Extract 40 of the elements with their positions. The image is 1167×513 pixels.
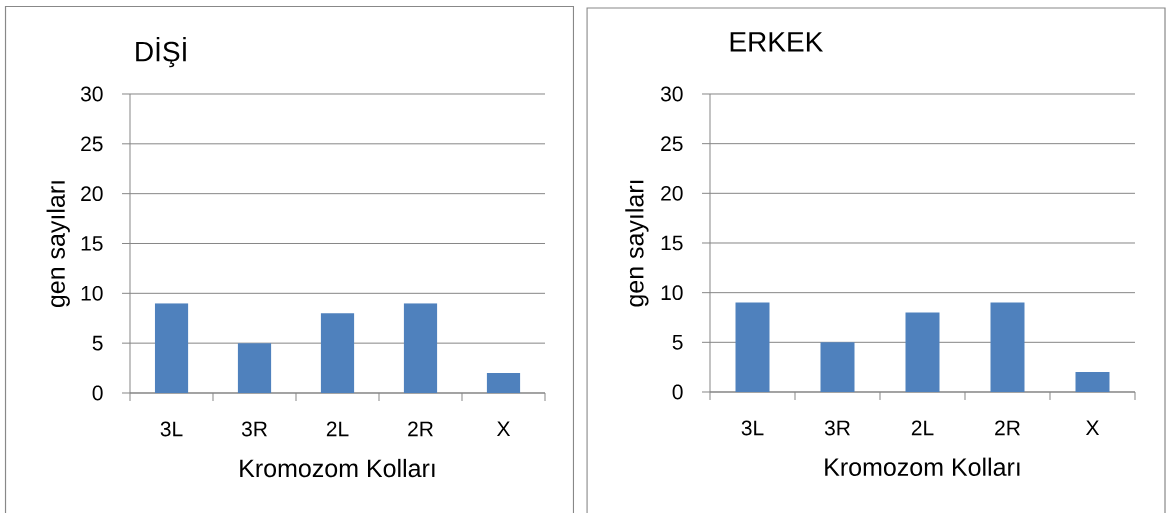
x-tick-label: 3R	[241, 421, 267, 437]
y-tick-label: 15	[81, 236, 103, 251]
bar	[403, 303, 438, 393]
x-tick-label: 2R	[995, 420, 1020, 436]
x-tick-label: X	[496, 421, 511, 436]
x-tick-label: 2L	[326, 421, 349, 437]
chart-title: DİŞİ	[136, 37, 186, 68]
bar	[1075, 372, 1110, 392]
y-tick-label: 25	[661, 136, 683, 152]
chart-title: ERKEK	[730, 32, 824, 52]
y-axis-title: gen sayıları	[46, 181, 70, 308]
x-tick-label: X	[1085, 420, 1100, 435]
y-tick-label: 10	[661, 285, 683, 301]
y-tick-label: 0	[92, 385, 103, 401]
y-tick-label: 30	[660, 86, 683, 102]
y-tick-label: 20	[81, 186, 103, 202]
x-tick-label: 3R	[824, 420, 850, 436]
y-axis-title: gen sayıları	[625, 180, 649, 307]
y-tick-label: 0	[672, 384, 683, 400]
y-tick-label: 20	[661, 185, 683, 201]
bar	[905, 312, 940, 392]
y-tick-label: 5	[92, 335, 103, 351]
bar	[486, 373, 521, 393]
x-tick-label: 2L	[911, 420, 934, 436]
bar	[154, 303, 189, 393]
x-tick-label: 3L	[741, 420, 764, 436]
bar	[237, 343, 272, 393]
x-axis-title: Kromozom Kolları	[240, 458, 435, 478]
y-tick-label: 15	[661, 235, 683, 251]
x-axis-title: Kromozom Kolları	[825, 457, 1020, 476]
x-tick-label: 2R	[408, 421, 433, 437]
y-tick-label: 5	[672, 335, 683, 350]
y-tick-label: 30	[80, 86, 103, 102]
bar	[990, 302, 1025, 392]
y-tick-label: 10	[81, 285, 103, 301]
bar	[735, 302, 770, 392]
bar	[320, 313, 355, 393]
bar	[820, 342, 855, 392]
x-tick-label: 3L	[160, 421, 183, 437]
y-tick-label: 25	[81, 136, 103, 152]
